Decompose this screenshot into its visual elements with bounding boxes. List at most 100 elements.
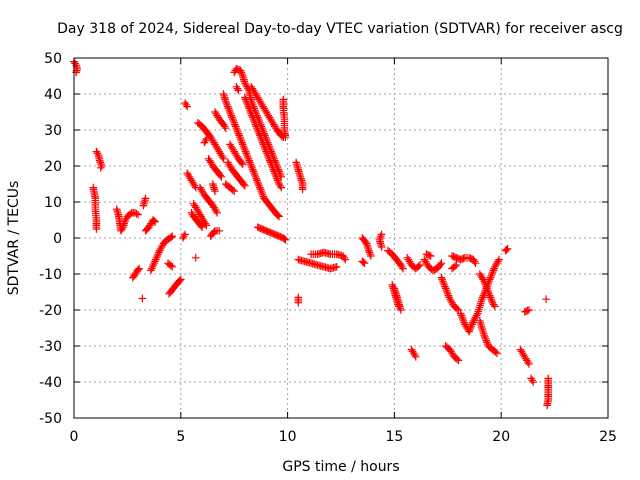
- data-point: [211, 187, 219, 195]
- data-point: [426, 252, 435, 260]
- data-point: [168, 263, 177, 271]
- data-point: [141, 194, 150, 203]
- y-tick-label: 40: [44, 87, 62, 103]
- x-tick-label: 5: [176, 429, 185, 445]
- data-point: [96, 164, 105, 172]
- data-point: [277, 183, 285, 192]
- data-point: [210, 228, 218, 236]
- data-point: [168, 232, 177, 240]
- data-point: [275, 212, 283, 221]
- data-point: [150, 217, 158, 225]
- data-point: [132, 209, 141, 218]
- data-point: [341, 255, 350, 264]
- data-point: [471, 259, 480, 267]
- data-point: [216, 171, 225, 180]
- data-point: [280, 235, 289, 243]
- data-point: [298, 185, 307, 194]
- data-point: [377, 243, 386, 251]
- data-point: [228, 186, 237, 194]
- data-point: [191, 254, 200, 262]
- data-point: [134, 210, 142, 219]
- y-tick-label: -20: [39, 303, 62, 319]
- x-tick-label: 0: [70, 429, 79, 445]
- data-point: [219, 155, 228, 163]
- data-point: [332, 263, 341, 271]
- axis-ticks: [73, 57, 609, 419]
- data-point: [490, 302, 499, 311]
- data-point: [126, 210, 135, 218]
- data-point: [240, 180, 248, 189]
- data-point: [491, 348, 500, 356]
- x-tick-label: 10: [279, 429, 297, 445]
- y-tick-label: -50: [39, 411, 62, 427]
- y-tick-label: 10: [44, 195, 62, 211]
- data-point: [399, 264, 407, 273]
- data-point: [394, 302, 403, 311]
- y-tick-label: -30: [39, 339, 62, 355]
- data-point: [238, 160, 247, 168]
- data-point: [177, 275, 185, 284]
- data-point: [436, 260, 445, 269]
- data-point: [92, 225, 101, 233]
- data-point: [167, 261, 175, 270]
- data-point: [360, 259, 369, 267]
- tick-labels: 0 5 10 15 20 25 -50 -40 -30 -20 -10 0 10 20 30 40 50: [39, 51, 617, 445]
- y-tick-label: 20: [44, 159, 62, 175]
- data-point: [525, 306, 533, 314]
- data-point: [503, 245, 512, 253]
- data-point: [198, 223, 206, 231]
- chart-title: Day 318 of 2024, Sidereal Day-to-day VTE…: [57, 21, 623, 37]
- data-point: [414, 262, 423, 270]
- data-point: [525, 360, 533, 368]
- data-point: [202, 135, 211, 143]
- y-tick-label: -40: [39, 375, 62, 391]
- data-point: [453, 355, 461, 363]
- data-point: [281, 133, 290, 141]
- data-point: [502, 245, 511, 254]
- data-point: [134, 266, 142, 274]
- data-point: [151, 218, 159, 226]
- data-point: [230, 187, 238, 195]
- data-point: [359, 258, 368, 267]
- data-point: [135, 264, 143, 273]
- x-tick-label: 15: [385, 429, 403, 445]
- y-tick-label: -10: [39, 267, 62, 283]
- data-point: [493, 349, 501, 357]
- data-point: [543, 401, 551, 410]
- x-tick-label: 20: [492, 429, 510, 445]
- data-point: [451, 262, 459, 270]
- data-point: [274, 211, 282, 220]
- data-point: [454, 356, 463, 365]
- data-point: [215, 227, 224, 235]
- data-point: [529, 378, 538, 386]
- data-point: [217, 173, 226, 181]
- data-point: [416, 261, 424, 269]
- data-point: [183, 102, 192, 111]
- data-point: [237, 159, 246, 167]
- x-axis-label: GPS time / hours: [282, 459, 399, 475]
- data-point: [452, 261, 461, 269]
- data-point: [367, 252, 375, 260]
- data-point: [241, 182, 249, 190]
- data-point: [294, 299, 303, 307]
- data-point: [234, 86, 243, 95]
- data-point: [202, 221, 211, 230]
- data-point: [281, 236, 290, 244]
- data-point: [167, 233, 175, 241]
- y-tick-label: 0: [53, 231, 62, 247]
- data-point: [138, 294, 147, 303]
- y-axis-label: SDTVAR / TECUs: [6, 181, 22, 296]
- data-point: [181, 230, 189, 239]
- data-point: [175, 276, 184, 285]
- data-point: [495, 255, 503, 264]
- y-tick-label: 30: [44, 123, 62, 139]
- data-point: [221, 124, 230, 132]
- y-tick-label: 50: [44, 51, 62, 67]
- data-points: [70, 57, 552, 410]
- x-tick-label: 25: [599, 429, 617, 445]
- data-point: [411, 353, 420, 361]
- data-point: [542, 295, 550, 303]
- data-point: [213, 209, 221, 217]
- data-point: [437, 259, 446, 267]
